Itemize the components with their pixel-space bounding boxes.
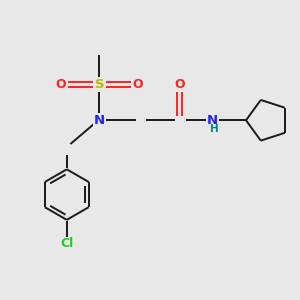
Text: N: N: [94, 114, 105, 127]
Text: H: H: [209, 124, 218, 134]
Text: O: O: [133, 78, 143, 91]
Text: Cl: Cl: [60, 237, 74, 250]
Text: N: N: [207, 114, 218, 127]
Text: S: S: [95, 78, 104, 91]
Text: O: O: [56, 78, 66, 91]
Text: O: O: [174, 78, 185, 91]
